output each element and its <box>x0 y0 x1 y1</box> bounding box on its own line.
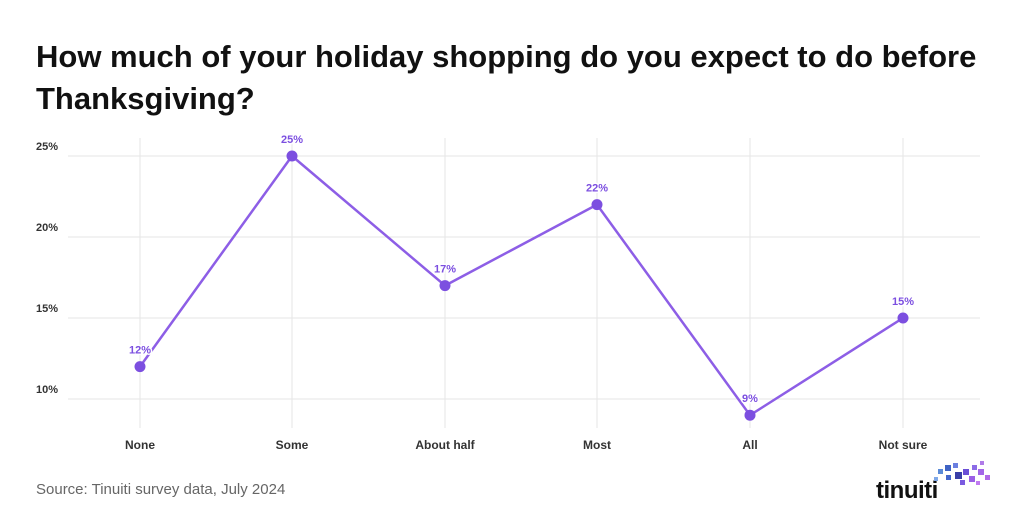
tinuiti-logo: tinuiti <box>876 459 996 509</box>
data-label: 12% <box>129 345 151 357</box>
source-note: Source: Tinuiti survey data, July 2024 <box>36 481 286 498</box>
x-tick-label: About half <box>415 438 475 452</box>
data-label: 25% <box>281 134 303 146</box>
y-tick-label: 20% <box>36 222 58 234</box>
chart-title: How much of your holiday shopping do you… <box>36 39 977 116</box>
data-point <box>591 199 603 211</box>
horizontal-gridlines <box>68 155 980 400</box>
x-tick-label: Most <box>583 438 611 452</box>
vertical-gridlines <box>139 138 904 428</box>
x-tick-label: All <box>742 438 757 452</box>
logo-wordmark: tinuiti <box>876 477 938 504</box>
data-points <box>134 150 909 421</box>
x-tick-label: Not sure <box>879 438 928 452</box>
series-line <box>138 154 904 417</box>
infinity-dots-icon <box>934 461 990 485</box>
series-polyline <box>138 154 904 417</box>
data-label: 22% <box>586 183 608 195</box>
data-point <box>744 409 756 421</box>
y-tick-label: 10% <box>36 384 58 396</box>
data-point <box>439 280 451 292</box>
data-labels: 12% 25% 17% 22% 9% 15% <box>127 133 915 407</box>
y-tick-label: 25% <box>36 141 58 153</box>
data-point <box>897 312 909 324</box>
data-label: 9% <box>742 393 758 405</box>
data-point <box>286 150 298 162</box>
y-axis-tick-labels: 10% 15% 20% 25% <box>36 141 58 396</box>
data-point <box>134 361 146 373</box>
y-tick-label: 15% <box>36 303 58 315</box>
x-axis-tick-labels: None Some About half Most All Not sure <box>125 438 928 452</box>
x-tick-label: None <box>125 438 155 452</box>
data-label: 15% <box>892 296 914 308</box>
x-tick-label: Some <box>276 438 309 452</box>
data-label: 17% <box>434 264 456 276</box>
